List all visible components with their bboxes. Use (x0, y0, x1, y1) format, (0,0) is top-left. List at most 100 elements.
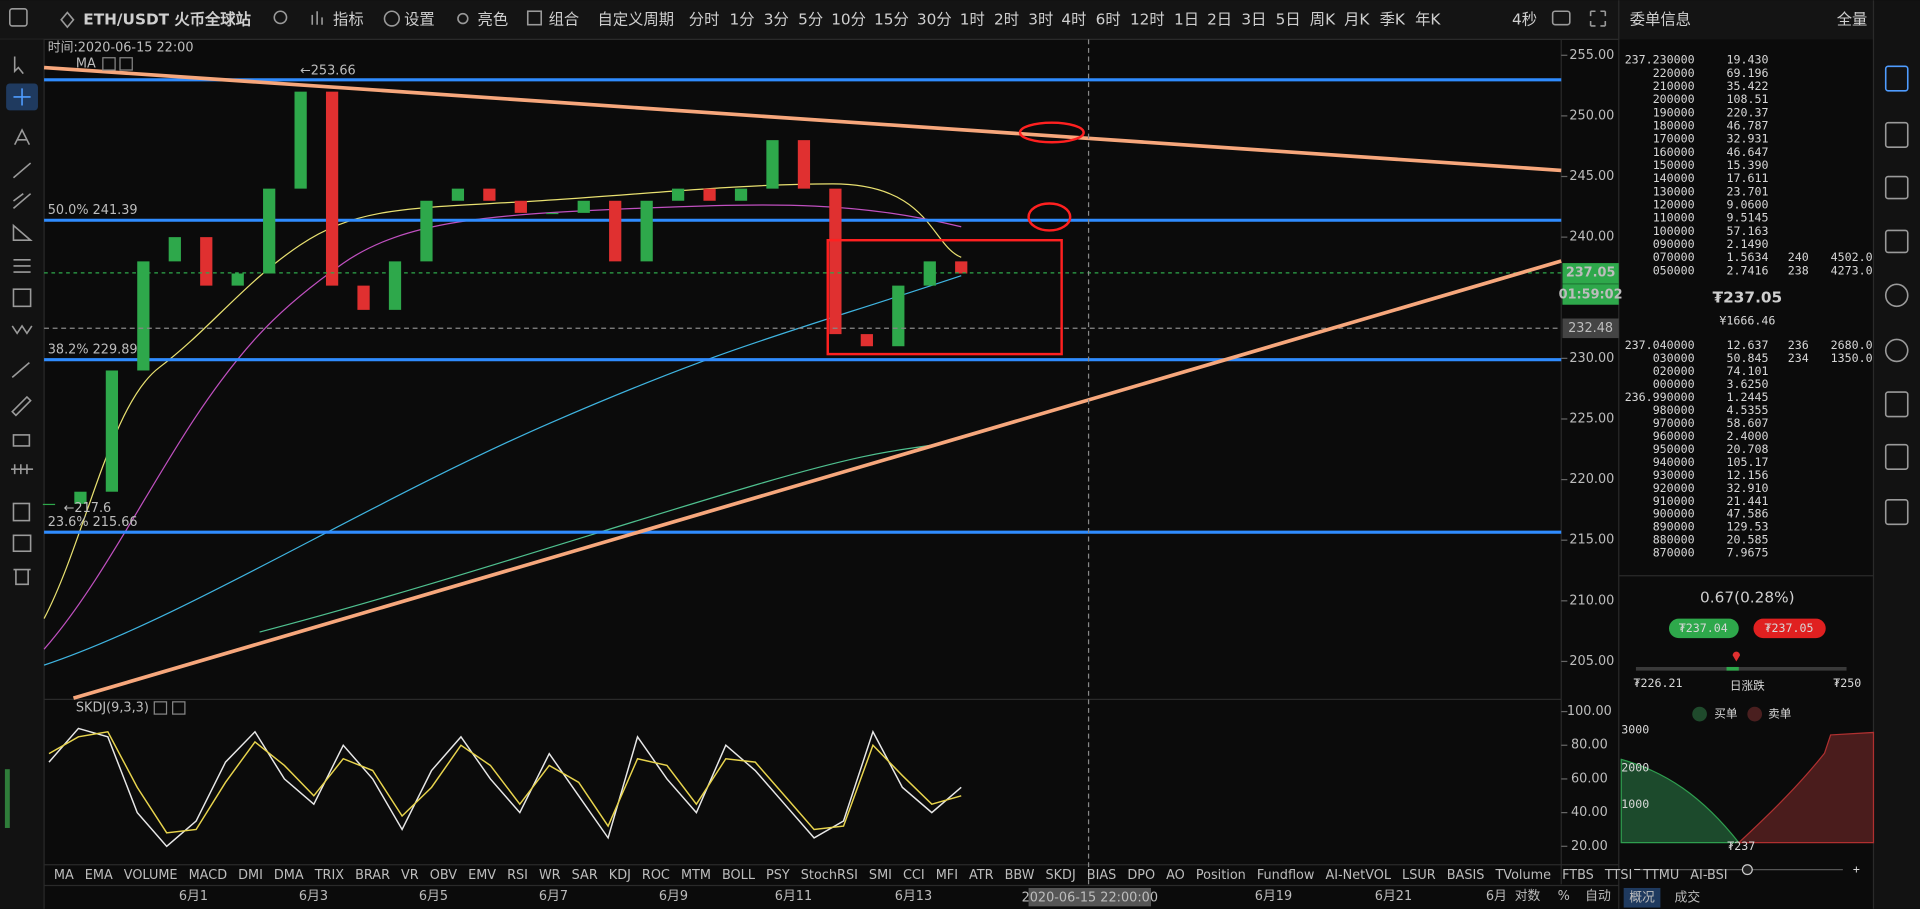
symbol[interactable]: ETH/USDT 火币全球站 (83, 10, 251, 28)
indicator-tab[interactable]: DPO (1127, 868, 1155, 883)
indicator-tab[interactable]: TRIX (314, 868, 345, 883)
indicator-tab[interactable]: MTM (681, 868, 711, 883)
indicator-tab[interactable]: ROC (642, 868, 670, 883)
period[interactable]: 3分 (764, 10, 789, 28)
tool[interactable] (12, 534, 32, 553)
side-icon[interactable] (1884, 175, 1909, 200)
menu-item[interactable]: 设置 (404, 10, 435, 28)
ind-settings[interactable] (153, 701, 168, 715)
tool[interactable] (11, 324, 33, 335)
period[interactable]: 4时 (1061, 10, 1086, 28)
period[interactable]: 年K (1415, 10, 1441, 28)
indicator-tab[interactable]: PSY (766, 868, 790, 883)
indicator-tab[interactable]: Position (1196, 868, 1246, 883)
indicator-tab[interactable]: TVolume (1494, 868, 1551, 883)
combo-icon[interactable] (526, 10, 543, 26)
legend-sell[interactable]: 卖单 (1768, 707, 1792, 721)
indicator-tab[interactable]: WR (539, 868, 561, 883)
side-icon[interactable] (1884, 443, 1909, 470)
period[interactable]: 1日 (1174, 10, 1199, 28)
side-icon[interactable] (1884, 229, 1909, 254)
indicator-tab[interactable]: AI-NetVOL (1325, 868, 1391, 883)
indicator-tab[interactable]: MA (54, 868, 74, 883)
zoom-slider[interactable] (1741, 864, 1753, 876)
trend-line[interactable] (72, 259, 1562, 700)
panel-mode[interactable]: 全量 (1837, 10, 1868, 28)
tool[interactable] (11, 395, 32, 417)
indicator-tab[interactable]: FTBS (1562, 868, 1594, 883)
star-icon[interactable] (60, 11, 75, 29)
indicator-tab[interactable]: StochRSI (801, 868, 858, 883)
light-icon[interactable] (457, 12, 469, 25)
indicator-tab[interactable]: KDJ (609, 868, 631, 883)
ma-close[interactable] (119, 57, 133, 71)
indicator-tab[interactable]: SMI (869, 868, 892, 883)
tab[interactable]: 概况 (1629, 890, 1655, 905)
zoom-in[interactable]: + (1853, 862, 1860, 876)
tool[interactable] (13, 88, 31, 106)
period[interactable]: 5日 (1276, 10, 1301, 28)
indicator-tab[interactable]: BRAR (355, 868, 390, 883)
tool[interactable] (12, 434, 31, 447)
indicator-tab[interactable]: VOLUME (124, 868, 178, 883)
menu-icon[interactable] (9, 7, 28, 27)
period[interactable]: 2时 (994, 10, 1019, 28)
rect-mark[interactable] (826, 238, 1063, 356)
indicator-tab[interactable]: ATR (969, 868, 994, 883)
legend-buy[interactable]: 买单 (1714, 707, 1738, 721)
side-icon[interactable] (1884, 121, 1909, 148)
tool[interactable] (12, 223, 33, 242)
indicator-tab[interactable]: BBW (1005, 868, 1035, 883)
side-icon[interactable] (1884, 338, 1909, 363)
side-icon[interactable] (1884, 65, 1909, 92)
ask-pill[interactable] (1753, 618, 1826, 639)
indicator-tab[interactable]: EMA (85, 868, 113, 883)
ellipse-mark[interactable] (1018, 121, 1085, 144)
search-icon[interactable] (273, 10, 288, 25)
indicator-tab[interactable]: MFI (936, 868, 958, 883)
indicator-tab[interactable]: SKDJ (1045, 868, 1075, 883)
tool[interactable] (11, 362, 30, 378)
period[interactable]: 12时 (1130, 10, 1165, 28)
tool[interactable] (13, 568, 31, 586)
tool[interactable] (12, 162, 32, 179)
period[interactable]: 1分 (730, 10, 755, 28)
period[interactable]: 6时 (1096, 10, 1121, 28)
period[interactable]: 1时 (960, 10, 985, 28)
indicator-tab[interactable]: OBV (430, 868, 458, 883)
period[interactable]: 5分 (798, 10, 823, 28)
period[interactable]: 15分 (874, 10, 909, 28)
indicator-tab[interactable]: AO (1166, 868, 1185, 883)
indicator-tab[interactable]: LSUR (1402, 868, 1436, 883)
menu-item[interactable]: 组合 (549, 10, 580, 28)
trend-line[interactable] (43, 65, 1562, 173)
menu-item[interactable]: 亮色 (478, 10, 509, 28)
period[interactable]: 季K (1380, 10, 1406, 28)
indicator-tab[interactable]: MACD (189, 868, 228, 883)
period[interactable]: 30分 (917, 10, 952, 28)
indicator-tab[interactable]: BASIS (1447, 868, 1485, 883)
period[interactable]: 2日 (1207, 10, 1232, 28)
ask-pill-text[interactable]: ₮237.05 (1764, 621, 1813, 635)
camera-icon[interactable] (1551, 10, 1571, 26)
period[interactable]: 分时 (689, 10, 720, 28)
percent-toggle[interactable]: % (1558, 889, 1570, 904)
indicator-tab[interactable]: VR (401, 868, 419, 883)
indicator-tab[interactable]: TTSI (1604, 868, 1632, 883)
period[interactable]: 月K (1344, 10, 1370, 28)
tool[interactable] (13, 56, 24, 75)
indicator-tab[interactable]: SAR (572, 868, 598, 883)
custom-period[interactable]: 自定义周期 (598, 10, 674, 28)
indicator-tab[interactable]: RSI (507, 868, 528, 883)
fullscreen-icon[interactable] (1589, 10, 1607, 27)
indicator-tab[interactable]: TTMU (1642, 868, 1679, 883)
indicator-tab[interactable]: BIAS (1087, 868, 1117, 883)
bid-pill-text[interactable]: ₮237.04 (1679, 621, 1728, 635)
period[interactable]: 周K (1310, 10, 1336, 28)
period[interactable]: 10分 (831, 10, 866, 28)
log-toggle[interactable]: 对数 (1515, 889, 1541, 904)
tool[interactable] (12, 288, 32, 308)
auto-toggle[interactable]: 自动 (1585, 889, 1611, 904)
indicator-tab[interactable]: DMA (274, 868, 304, 883)
zoom-out[interactable]: − (1634, 862, 1641, 876)
